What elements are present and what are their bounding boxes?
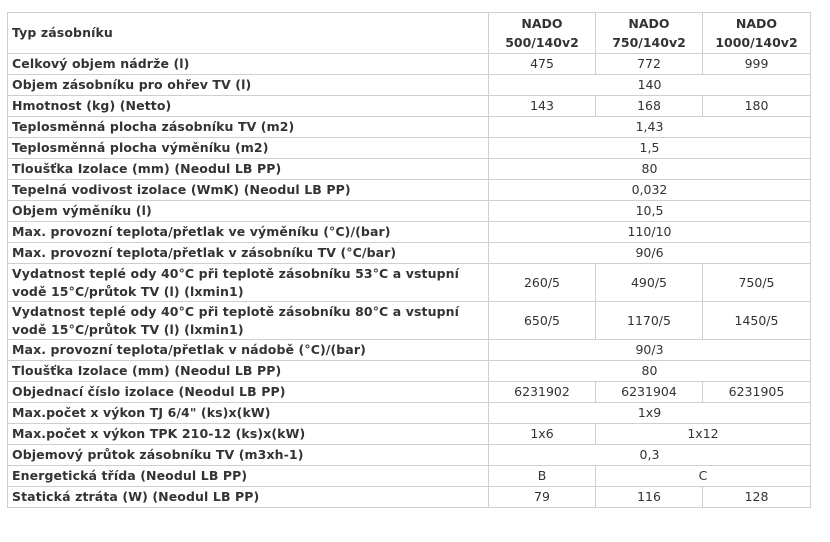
value-cell: 116 — [595, 486, 703, 508]
table-row: Max. provozní teplota/přetlak v zásobník… — [7, 242, 811, 264]
value-cell: B — [488, 465, 596, 487]
row-label: Statická ztráta (W) (Neodul LB PP) — [7, 486, 489, 508]
table-row: Max. provozní teplota/přetlak ve výměník… — [7, 221, 811, 243]
model-name: NADO — [735, 16, 778, 31]
value-cell: 6231905 — [702, 381, 811, 403]
value-cell: 180 — [702, 95, 811, 117]
row-label: Vydatnost teplé ody 40°C při teplotě zás… — [7, 263, 489, 302]
table-row: Max.počet x výkon TPK 210-12 (ks)x(kW) 1… — [7, 423, 811, 445]
table-row: Tloušťka Izolace (mm) (Neodul LB PP) 80 — [7, 158, 811, 180]
table-row: Objednací číslo izolace (Neodul LB PP) 6… — [7, 381, 811, 403]
value-cell: 260/5 — [488, 263, 596, 302]
header-row: Typ zásobníku NADO 500/140v2 NADO 750/14… — [7, 12, 811, 54]
model-header: NADO 500/140v2 — [488, 12, 596, 54]
row-label: Energetická třída (Neodul LB PP) — [7, 465, 489, 487]
value-cell: 1,5 — [488, 137, 811, 159]
value-cell: 6231904 — [595, 381, 703, 403]
model-header: NADO 1000/140v2 — [702, 12, 811, 54]
table-row: Vydatnost teplé ody 40°C při teplotě zás… — [7, 263, 811, 302]
value-cell: 772 — [595, 53, 703, 75]
row-label: Max.počet x výkon TPK 210-12 (ks)x(kW) — [7, 423, 489, 445]
value-cell: 80 — [488, 158, 811, 180]
model-header: NADO 750/140v2 — [595, 12, 703, 54]
value-cell: 1x6 — [488, 423, 596, 445]
row-label: Hmotnost (kg) (Netto) — [7, 95, 489, 117]
table-row: Tepelná vodivost izolace (WmK) (Neodul L… — [7, 179, 811, 201]
table-row: Objem výměníku (l) 10,5 — [7, 200, 811, 222]
value-cell: 999 — [702, 53, 811, 75]
value-cell: 1,43 — [488, 116, 811, 138]
value-cell: 750/5 — [702, 263, 811, 302]
table-row: Energetická třída (Neodul LB PP) B C — [7, 465, 811, 487]
row-label: Vydatnost teplé ody 40°C při teplotě zás… — [7, 301, 489, 340]
value-cell: 80 — [488, 360, 811, 382]
value-cell: 1170/5 — [595, 301, 703, 340]
value-cell: 168 — [595, 95, 703, 117]
value-cell: C — [595, 465, 811, 487]
row-label: Tloušťka Izolace (mm) (Neodul LB PP) — [7, 360, 489, 382]
table-row: Teplosměnná plocha výměníku (m2) 1,5 — [7, 137, 811, 159]
table-row: Objem zásobníku pro ohřev TV (l) 140 — [7, 74, 811, 96]
table-row: Statická ztráta (W) (Neodul LB PP) 79 11… — [7, 486, 811, 508]
row-label: Max.počet x výkon TJ 6/4" (ks)x(kW) — [7, 402, 489, 424]
table-row: Max.počet x výkon TJ 6/4" (ks)x(kW) 1x9 — [7, 402, 811, 424]
value-cell: 128 — [702, 486, 811, 508]
row-label: Teplosměnná plocha zásobníku TV (m2) — [7, 116, 489, 138]
row-label: Tloušťka Izolace (mm) (Neodul LB PP) — [7, 158, 489, 180]
table-row: Teplosměnná plocha zásobníku TV (m2) 1,4… — [7, 116, 811, 138]
value-cell: 110/10 — [488, 221, 811, 243]
value-cell: 0,032 — [488, 179, 811, 201]
row-label: Objem výměníku (l) — [7, 200, 489, 222]
row-label: Celkový objem nádrže (l) — [7, 53, 489, 75]
value-cell: 1x12 — [595, 423, 811, 445]
value-cell: 90/3 — [488, 339, 811, 361]
value-cell: 650/5 — [488, 301, 596, 340]
table-row: Tloušťka Izolace (mm) (Neodul LB PP) 80 — [7, 360, 811, 382]
value-cell: 475 — [488, 53, 596, 75]
row-label: Tepelná vodivost izolace (WmK) (Neodul L… — [7, 179, 489, 201]
model-size: 750/140v2 — [612, 35, 686, 50]
model-name: NADO — [521, 16, 563, 31]
row-label: Objednací číslo izolace (Neodul LB PP) — [7, 381, 489, 403]
value-cell: 90/6 — [488, 242, 811, 264]
value-cell: 1x9 — [488, 402, 811, 424]
model-name: NADO — [628, 16, 670, 31]
value-cell: 6231902 — [488, 381, 596, 403]
value-cell: 0,3 — [488, 444, 811, 466]
model-size: 500/140v2 — [505, 35, 579, 50]
row-label: Objem zásobníku pro ohřev TV (l) — [7, 74, 489, 96]
row-label: Max. provozní teplota/přetlak ve výměník… — [7, 221, 489, 243]
value-cell: 140 — [488, 74, 811, 96]
header-label: Typ zásobníku — [7, 12, 489, 54]
row-label: Max. provozní teplota/přetlak v nádobě (… — [7, 339, 489, 361]
row-label: Teplosměnná plocha výměníku (m2) — [7, 137, 489, 159]
spec-table: Typ zásobníku NADO 500/140v2 NADO 750/14… — [7, 12, 811, 508]
value-cell: 1450/5 — [702, 301, 811, 340]
value-cell: 143 — [488, 95, 596, 117]
model-size: 1000/140v2 — [715, 35, 798, 50]
table-row: Celkový objem nádrže (l) 475 772 999 — [7, 53, 811, 75]
value-cell: 10,5 — [488, 200, 811, 222]
table-row: Vydatnost teplé ody 40°C při teplotě zás… — [7, 301, 811, 340]
table-row: Max. provozní teplota/přetlak v nádobě (… — [7, 339, 811, 361]
row-label: Objemový průtok zásobníku TV (m3xh-1) — [7, 444, 489, 466]
value-cell: 490/5 — [595, 263, 703, 302]
table-row: Objemový průtok zásobníku TV (m3xh-1) 0,… — [7, 444, 811, 466]
table-row: Hmotnost (kg) (Netto) 143 168 180 — [7, 95, 811, 117]
row-label: Max. provozní teplota/přetlak v zásobník… — [7, 242, 489, 264]
value-cell: 79 — [488, 486, 596, 508]
